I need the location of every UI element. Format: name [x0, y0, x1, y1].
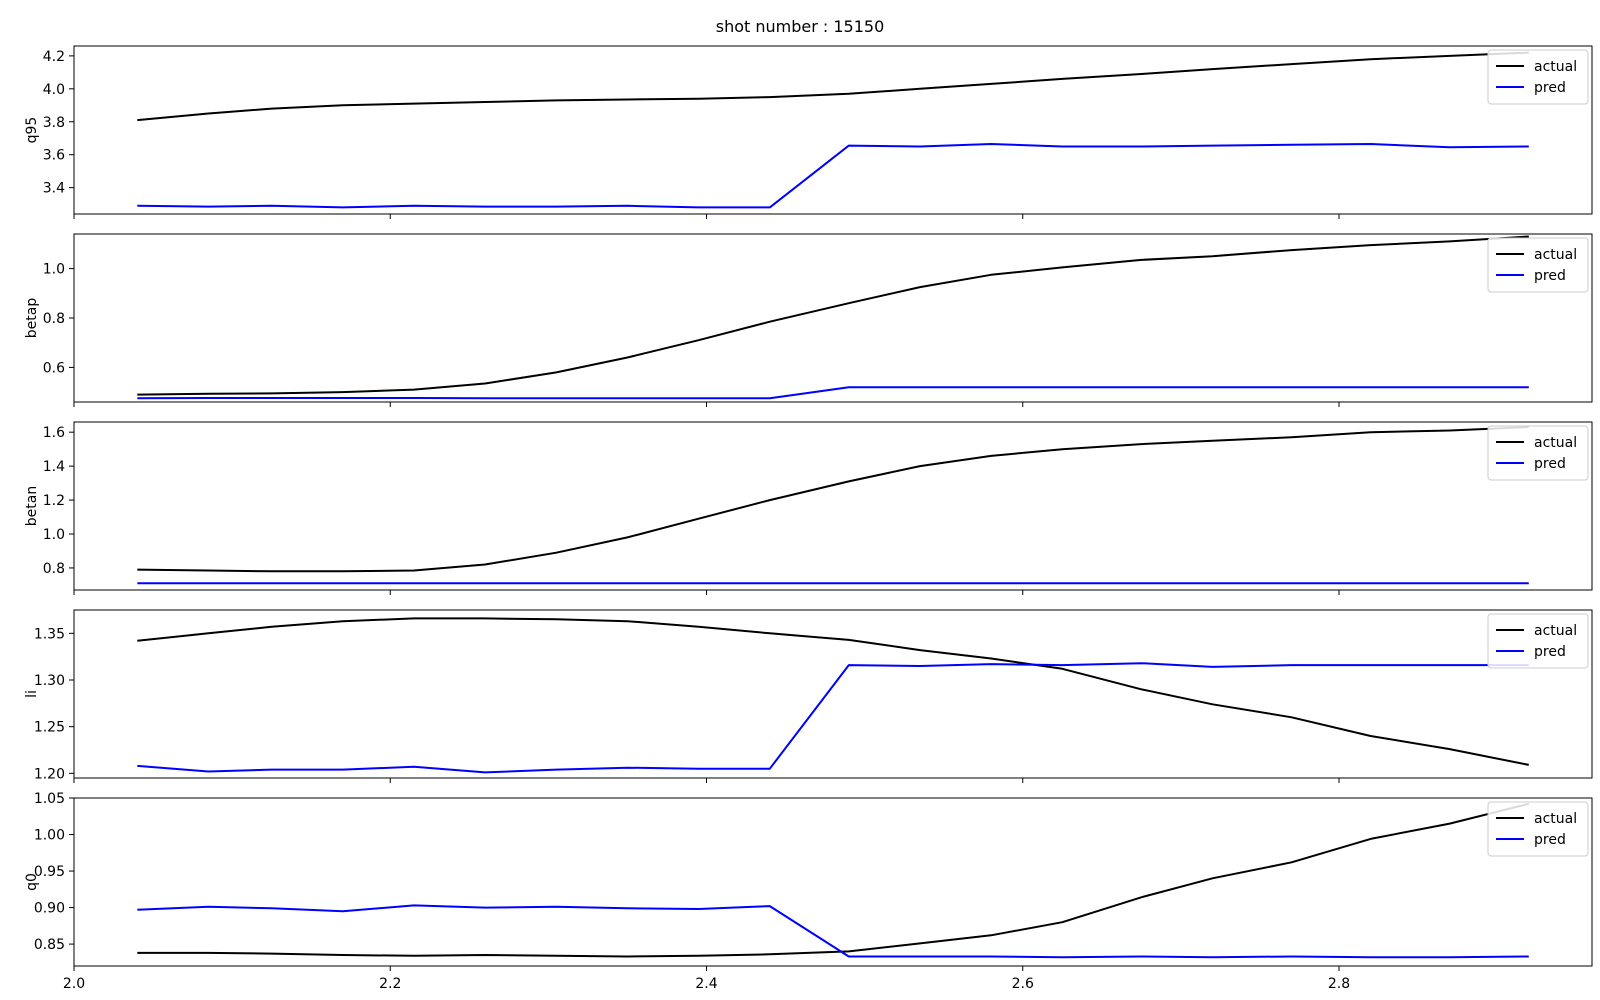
panel-betap: 0.6 0.8 1.0 betap actual pred: [24, 233, 1593, 407]
legend: actual pred: [1487, 801, 1589, 857]
axes-frame: [73, 797, 1593, 967]
axes-frame: [73, 45, 1593, 215]
y-tick-label: 0.6: [43, 360, 65, 376]
y-tick-label: 0.8: [43, 561, 65, 577]
y-tick-label: 0.8: [43, 311, 65, 327]
y-tick-label: 4.0: [43, 82, 65, 98]
y-axis-label: q95: [24, 117, 40, 144]
y-tick-label: 3.4: [43, 181, 65, 197]
x-tick-label: 2.4: [695, 976, 717, 992]
x-tick-label: 2.0: [63, 976, 85, 992]
series-line-actual: [137, 617, 1529, 766]
series-line-pred: [137, 904, 1529, 959]
legend-label-pred: pred: [1534, 644, 1566, 660]
y-tick-label: 0.90: [34, 901, 65, 917]
figure-title: shot number : 15150: [716, 17, 885, 36]
legend-box: [1487, 425, 1589, 481]
series-line-actual: [137, 235, 1529, 396]
y-axis-label: betan: [24, 486, 40, 526]
y-tick-label: 0.85: [34, 937, 65, 953]
legend-label-pred: pred: [1534, 832, 1566, 848]
panel-q0: 0.85 0.90 0.95 1.00 1.05 2.0 2.2 2.4 2.6 2.8 q0 act…: [24, 791, 1593, 992]
legend-box: [1487, 613, 1589, 669]
series-line-actual: [137, 802, 1530, 958]
legend: actual pred: [1487, 613, 1589, 669]
series-line-actual: [137, 426, 1529, 573]
legend-label-actual: actual: [1534, 623, 1577, 639]
y-tick-label: 1.35: [34, 626, 65, 642]
legend: actual pred: [1487, 425, 1589, 481]
legend-box: [1487, 801, 1589, 857]
y-tick-label: 1.2: [43, 493, 65, 509]
legend: actual pred: [1487, 49, 1589, 105]
y-tick-label: 1.20: [34, 766, 65, 782]
y-tick-label: 1.00: [34, 828, 65, 844]
y-tick-label: 1.0: [43, 527, 65, 543]
legend-label-pred: pred: [1534, 80, 1566, 96]
legend-label-actual: actual: [1534, 247, 1577, 263]
y-tick-label: 1.6: [43, 425, 65, 441]
y-tick-label: 3.6: [43, 148, 65, 164]
panels: 3.43.63.84.04.2q95actualpred0.60.81.0bet…: [24, 45, 1593, 992]
legend-box: [1487, 237, 1589, 293]
series-line-pred: [137, 662, 1529, 774]
y-axis-label: li: [24, 690, 40, 698]
panel-betan: 0.8 1.0 1.2 1.4 1.6 betan actual pred: [24, 421, 1593, 595]
panel-li: 1.20 1.25 1.30 1.35 li actual pred: [24, 609, 1593, 783]
series-line-pred: [137, 386, 1529, 400]
y-axis-label: q0: [24, 873, 40, 891]
y-tick-label: 1.0: [43, 262, 65, 278]
y-axis-label: betap: [24, 298, 40, 339]
series-line-actual: [137, 51, 1529, 122]
y-tick-label: 3.8: [43, 115, 65, 131]
y-tick-label: 4.2: [43, 49, 65, 65]
axes-frame: [73, 421, 1593, 591]
y-tick-label: 1.05: [34, 791, 65, 807]
y-tick-label: 0.95: [34, 864, 65, 880]
axes-frame: [73, 233, 1593, 403]
y-tick-label: 1.25: [34, 720, 65, 736]
axes-frame: [73, 609, 1593, 779]
legend-label-pred: pred: [1534, 456, 1566, 472]
series-line-pred: [137, 143, 1529, 209]
legend-box: [1487, 49, 1589, 105]
panel-q95: 3.4 3.6 3.8 4.0 4.2 q95 actual pred: [24, 45, 1593, 219]
x-tick-label: 2.6: [1012, 976, 1034, 992]
y-tick-label: 1.30: [34, 673, 65, 689]
legend-label-actual: actual: [1534, 435, 1577, 451]
y-tick-label: 1.4: [43, 459, 65, 475]
x-tick-label: 2.8: [1328, 976, 1350, 992]
x-tick-label: 2.2: [379, 976, 401, 992]
legend-label-actual: actual: [1534, 59, 1577, 75]
legend-label-actual: actual: [1534, 811, 1577, 827]
legend-label-pred: pred: [1534, 268, 1566, 284]
legend: actual pred: [1487, 237, 1589, 293]
